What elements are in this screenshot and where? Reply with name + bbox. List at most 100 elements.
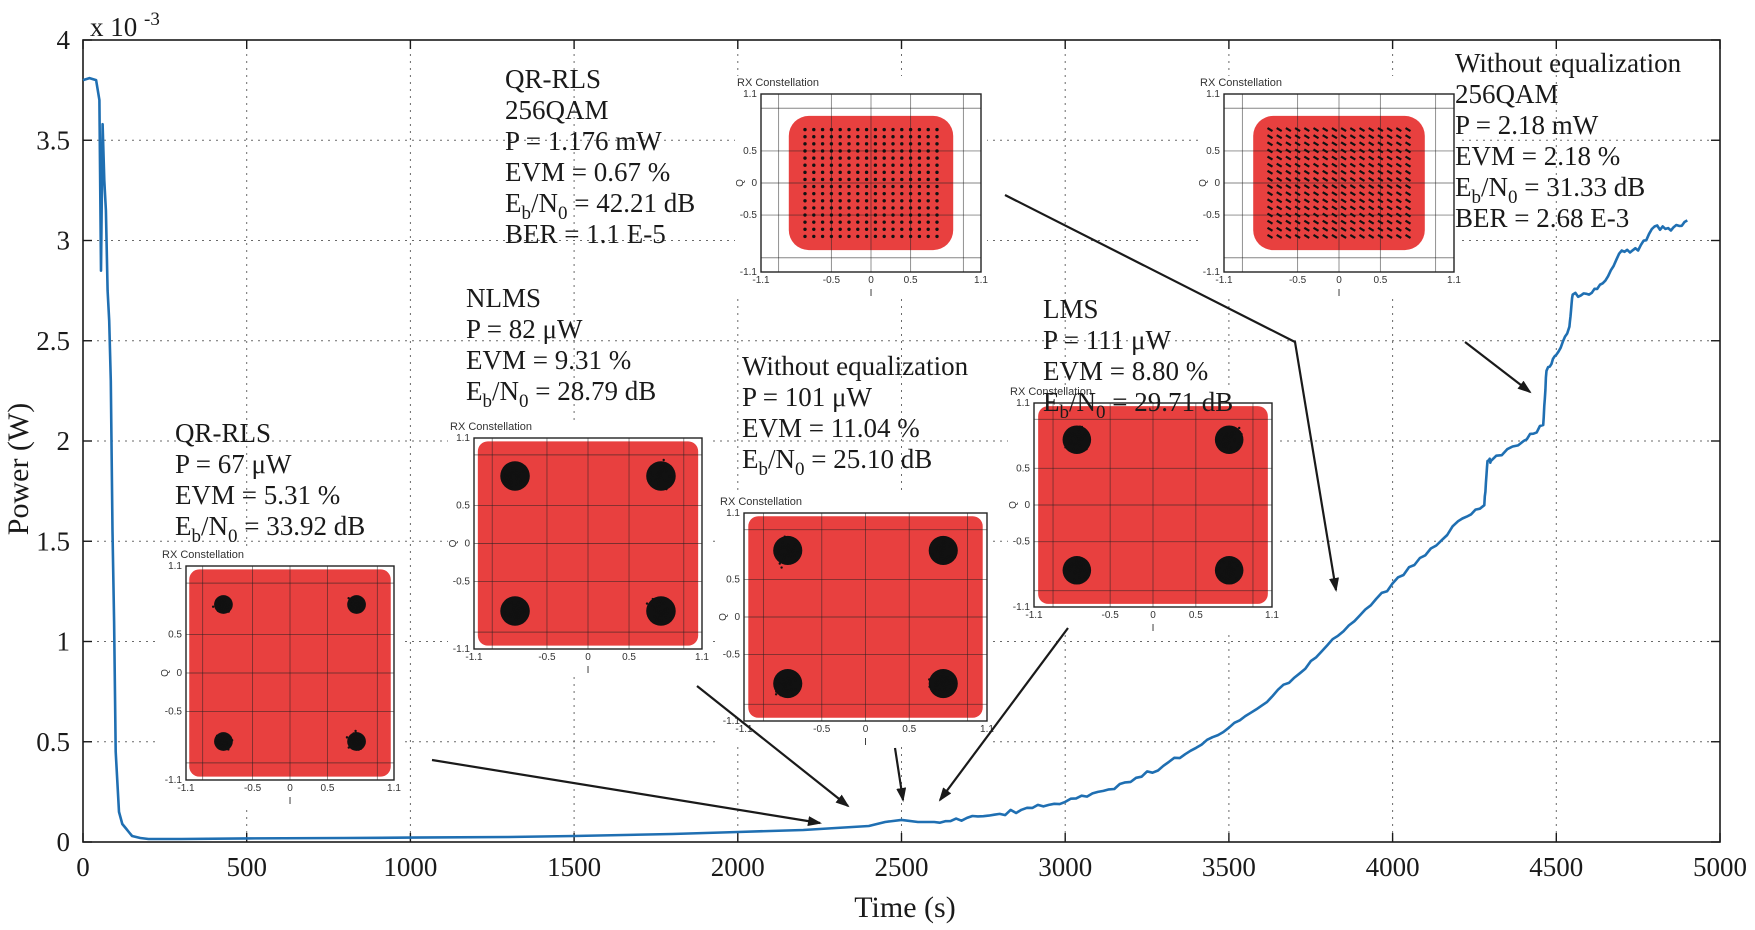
constellation-point	[1404, 191, 1412, 197]
constellation-point	[935, 199, 939, 203]
constellation-point	[847, 234, 851, 239]
constellation-point	[939, 675, 942, 679]
constellation-point	[649, 478, 652, 482]
constellation-point	[1276, 198, 1283, 204]
constellation-point	[820, 142, 825, 146]
constellation-point	[794, 543, 797, 546]
constellation-point	[829, 206, 834, 210]
annotation-line: 256QAM	[505, 95, 609, 125]
constellation-point	[663, 478, 667, 482]
constellation-point	[519, 483, 522, 486]
inset-x-tick: -0.5	[813, 724, 831, 735]
inset-axes-box	[1033, 402, 1273, 608]
constellation-point	[803, 184, 807, 189]
constellation-point	[873, 227, 878, 231]
constellation-point	[779, 694, 782, 697]
constellation-point	[864, 206, 869, 210]
constellation-point	[786, 552, 789, 555]
inset-y-tick: -1.1	[1013, 602, 1031, 613]
constellation-point	[926, 206, 930, 210]
annotation-line: EVM = 0.67 %	[505, 157, 670, 187]
constellation-point	[1331, 212, 1338, 218]
constellation-point	[945, 679, 948, 682]
constellation-point	[838, 127, 842, 132]
constellation-point	[1312, 141, 1320, 147]
constellation-point	[502, 481, 506, 485]
constellation-point	[943, 547, 946, 550]
constellation-point	[1349, 134, 1356, 140]
constellation-point	[1077, 430, 1081, 434]
constellation-point	[935, 206, 939, 210]
constellation-point	[1239, 567, 1243, 571]
constellation-point	[1266, 127, 1274, 133]
constellation-point	[891, 142, 895, 146]
constellation-point	[926, 127, 930, 132]
constellation-point	[358, 609, 362, 612]
constellation-point	[215, 734, 219, 738]
constellation-point	[1294, 226, 1301, 232]
constellation-point	[926, 213, 930, 217]
constellation-point	[948, 688, 952, 691]
y-tick-label: 2.5	[36, 326, 70, 356]
constellation-point	[1303, 226, 1310, 232]
constellation-point	[216, 604, 220, 608]
constellation-point	[939, 551, 942, 555]
constellation-point	[1340, 184, 1347, 190]
inset-x-tick: -1.1	[1215, 275, 1233, 286]
constellation-point	[838, 213, 842, 217]
constellation-point	[658, 611, 661, 615]
constellation-point	[847, 156, 851, 160]
constellation-point	[1404, 176, 1412, 182]
constellation-point	[790, 688, 793, 691]
constellation-point	[656, 478, 660, 482]
constellation-point	[1395, 205, 1402, 211]
constellation-point	[856, 213, 860, 217]
constellation-point	[1276, 219, 1283, 225]
constellation-point	[1395, 226, 1402, 232]
constellation-point	[829, 127, 834, 132]
constellation-point	[937, 692, 941, 696]
constellation-point	[1227, 433, 1230, 437]
constellation-point	[936, 550, 940, 554]
constellation-point	[864, 177, 869, 182]
constellation-point	[803, 127, 807, 132]
inset-y-tick: 0.5	[1206, 146, 1220, 157]
constellation-point	[847, 213, 851, 217]
constellation-point	[1227, 568, 1231, 571]
constellation-point	[356, 733, 360, 736]
constellation-point	[935, 163, 939, 167]
constellation-point	[1220, 443, 1223, 446]
inset-xlabel: I	[1152, 623, 1155, 634]
constellation-point	[1294, 162, 1301, 168]
inset-y-tick: 1.1	[168, 561, 182, 572]
constellation-point	[345, 736, 349, 739]
constellation-point	[1404, 233, 1412, 239]
constellation-point	[1368, 176, 1375, 182]
inset-x-tick: -1.1	[465, 652, 483, 663]
constellation-point	[1266, 233, 1274, 239]
constellation-point	[220, 607, 223, 610]
constellation-point	[953, 555, 957, 559]
constellation-point	[935, 213, 939, 217]
constellation-point	[891, 227, 895, 231]
constellation-point	[356, 600, 359, 603]
constellation-point	[793, 554, 796, 557]
constellation-point	[778, 552, 782, 555]
inset-xlabel: I	[864, 737, 867, 748]
inset-y-tick: 0.5	[726, 575, 740, 586]
inset-x-tick: 0	[868, 275, 874, 286]
constellation-point	[900, 170, 904, 175]
constellation-point	[935, 170, 939, 175]
constellation-point	[1312, 184, 1320, 190]
constellation-point	[1377, 226, 1384, 232]
constellation-point	[1072, 447, 1075, 451]
constellation-point	[1377, 141, 1384, 147]
constellation-point	[856, 227, 860, 231]
annotation-line: EVM = 8.80 %	[1043, 356, 1208, 386]
constellation-point	[1349, 141, 1356, 147]
constellation-point	[1349, 162, 1356, 168]
constellation-point	[360, 598, 363, 601]
constellation-point	[856, 149, 860, 153]
constellation-point	[1236, 446, 1239, 450]
